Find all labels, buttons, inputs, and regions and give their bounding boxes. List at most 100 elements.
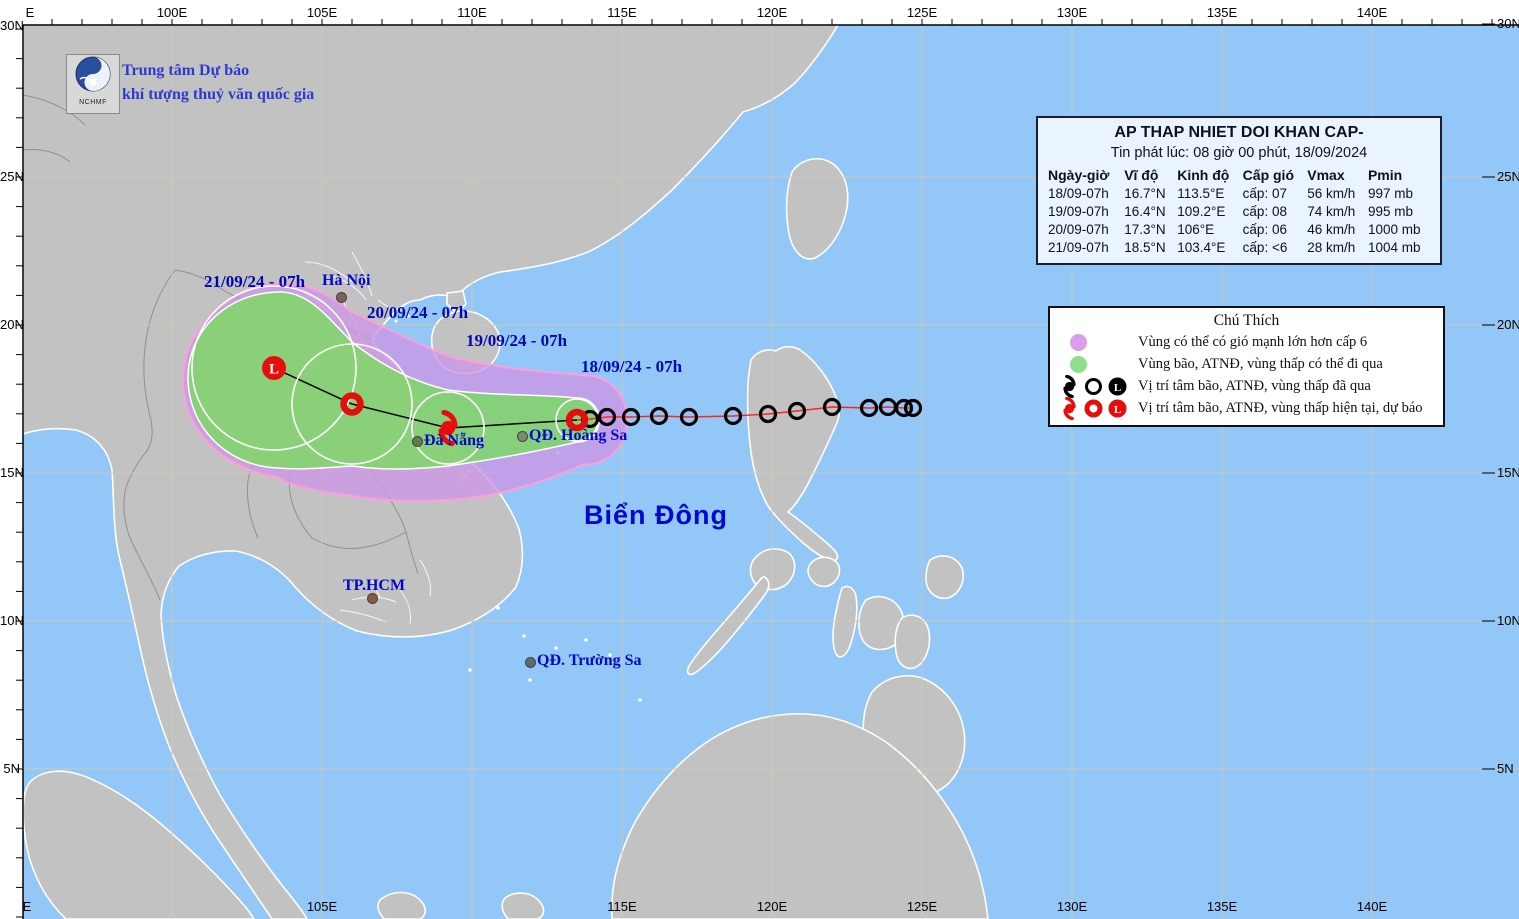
org-name-line1: Trung tâm Dự báo	[122, 62, 250, 79]
axis-label-bottom: E	[22, 899, 32, 914]
city-dot	[412, 436, 423, 447]
past-position-marker	[621, 407, 641, 427]
axis-label-bottom: 135E	[1206, 899, 1238, 914]
storm-track: L	[191, 285, 923, 465]
low-past-icon: L	[1108, 377, 1127, 395]
bulletin-box: AP THAP NHIET DOI KHAN CAP- Tin phát lúc…	[1036, 116, 1442, 265]
forecast-column-header: Ngày-giờ	[1048, 167, 1110, 183]
axis-label-left: 30N	[0, 18, 24, 33]
forecast-cell: 106°E	[1177, 222, 1215, 237]
axis-label-bottom: 115E	[607, 899, 637, 914]
legend-item-past-positions: L Vị trí tâm bão, ATNĐ, vùng thấp đã qua	[1058, 374, 1435, 398]
forecast-time-label: 19/09/24 - 07h	[466, 331, 568, 350]
forecast-cell: 1000 mb	[1367, 222, 1421, 237]
low-position-letter: L	[269, 362, 279, 378]
typhoon-current-icon	[1063, 396, 1076, 420]
uncertainty-circle	[411, 391, 485, 465]
axis-label-bottom: 140E	[1356, 899, 1388, 914]
forecast-table-body: 18/09-07h 16.7°N 113.5°E cấp: 07 56 km/h 997 …	[1046, 185, 1432, 257]
past-position-marker	[787, 401, 807, 421]
forecast-cell: 56 km/h	[1307, 186, 1356, 201]
city-label: Đà Nẵng	[424, 432, 485, 449]
city-label: QĐ. Trường Sa	[537, 652, 642, 669]
land-visayas-2	[832, 585, 858, 658]
legend-item-wind-zone: Vùng có thể có gió mạnh lớn hơn cấp 6	[1058, 331, 1435, 353]
forecast-table: Ngày-giờ Vĩ độ Kinh độ Cấp gió Vmax Pmin 18/0…	[1046, 166, 1432, 257]
forecast-table-header: Ngày-giờ Vĩ độ Kinh độ Cấp gió Vmax Pmin	[1046, 166, 1432, 185]
forecast-cell: 21/09-07h	[1048, 240, 1109, 255]
axis-label-bottom: 130E	[1056, 899, 1088, 914]
forecast-cell: 19/09-07h	[1048, 204, 1109, 219]
forecast-cell: cấp: 07	[1242, 186, 1287, 201]
nchmf-logo: NCHMF	[66, 54, 120, 114]
nchmf-logo-icon	[75, 56, 111, 92]
axis-label-top: 130E	[1056, 5, 1088, 20]
past-position-marker	[679, 407, 699, 427]
forecast-cell: 20/09-07h	[1048, 222, 1109, 237]
axis-ticks	[16, 19, 1495, 918]
circle-past-icon	[1085, 377, 1102, 395]
low-position-marker	[262, 356, 286, 380]
forecast-cell: cấp: 08	[1242, 204, 1287, 219]
axis-label-top: 105E	[306, 5, 338, 20]
forecast-cell: 109.2°E	[1177, 204, 1226, 219]
svg-text:L: L	[1114, 382, 1121, 394]
axis-label-top: E	[25, 5, 35, 20]
forecast-cell: 46 km/h	[1307, 222, 1356, 237]
depression-position-marker	[565, 408, 589, 432]
legend-item-track-zone: Vùng bão, ATNĐ, vùng thấp có thể đi qua	[1058, 353, 1435, 375]
forecast-row: 19/09-07h 16.4°N 109.2°E cấp: 08 74 km/h 995 …	[1046, 203, 1432, 221]
axis-label-right: 10N	[1497, 613, 1519, 628]
past-position-marker	[597, 407, 617, 427]
forecast-row: 21/09-07h 18.5°N 103.4°E cấp: <6 28 km/h 1004…	[1046, 239, 1432, 257]
forecast-cell: 995 mb	[1367, 204, 1413, 219]
axis-label-right: 20N	[1497, 317, 1519, 332]
forecast-track-line	[273, 367, 578, 429]
legend-item-current-forecast-positions: L Vị trí tâm bão, ATNĐ, vùng thấp hiện t…	[1058, 396, 1435, 420]
forecast-column-header: Vĩ độ	[1124, 167, 1159, 183]
axis-label-top: 135E	[1206, 5, 1238, 20]
forecast-cell: 74 km/h	[1307, 204, 1356, 219]
land-samar	[925, 555, 964, 600]
forecast-cell: 16.7°N	[1124, 186, 1166, 201]
forecast-cell: cấp: <6	[1242, 240, 1288, 255]
forecast-cell: 16.4°N	[1124, 204, 1166, 219]
city-label: TP.HCM	[343, 577, 406, 594]
forecast-cell: cấp: 06	[1242, 222, 1287, 237]
bulletin-title: AP THAP NHIET DOI KHAN CAP-	[1114, 124, 1364, 141]
low-current-icon: L	[1108, 399, 1127, 417]
forecast-column-header: Pmin	[1367, 167, 1403, 183]
axis-label-left: 25N	[0, 169, 24, 184]
left-margin	[0, 0, 23, 919]
forecast-column-header: Cấp gió	[1242, 167, 1295, 183]
city-dot	[517, 431, 528, 442]
axis-label-top: 115E	[607, 5, 637, 20]
axis-label-top: 110E	[457, 5, 487, 20]
axis-label-right: 15N	[1497, 465, 1519, 480]
land-leizhou	[446, 290, 467, 314]
axis-label-bottom: 105E	[306, 899, 338, 914]
legend-title: Chú Thích	[1213, 312, 1280, 329]
sea-name-label: Biển Đông	[584, 500, 728, 530]
past-position-marker	[903, 398, 923, 418]
city-label: QĐ. Hoàng Sa	[529, 427, 628, 444]
bulletin-issued-time: Tin phát lúc: 08 giờ 00 phút, 18/09/2024	[1110, 145, 1368, 161]
axis-label-left: 15N	[0, 465, 24, 480]
forecast-cell: 1004 mb	[1367, 240, 1421, 255]
forecast-cell: 18.5°N	[1124, 240, 1166, 255]
axis-label-bottom: 125E	[906, 899, 938, 914]
depression-position-marker	[340, 392, 364, 416]
axis-label-left: 20N	[0, 317, 24, 332]
city-dot	[367, 593, 378, 604]
land-leyte	[894, 614, 931, 670]
forecast-cell: 103.4°E	[1177, 240, 1226, 255]
past-position-marker	[878, 397, 898, 417]
nchmf-logo-text: NCHMF	[79, 99, 107, 106]
axis-label-left: 5N	[3, 761, 20, 776]
forecast-time-label: 20/09/24 - 07h	[367, 303, 469, 322]
past-position-marker	[723, 406, 743, 426]
typhoon-past-icon	[1063, 374, 1076, 398]
forecast-column-header: Kinh độ	[1177, 167, 1230, 183]
org-name-line2: khí tượng thuỷ văn quốc gia	[122, 86, 315, 103]
